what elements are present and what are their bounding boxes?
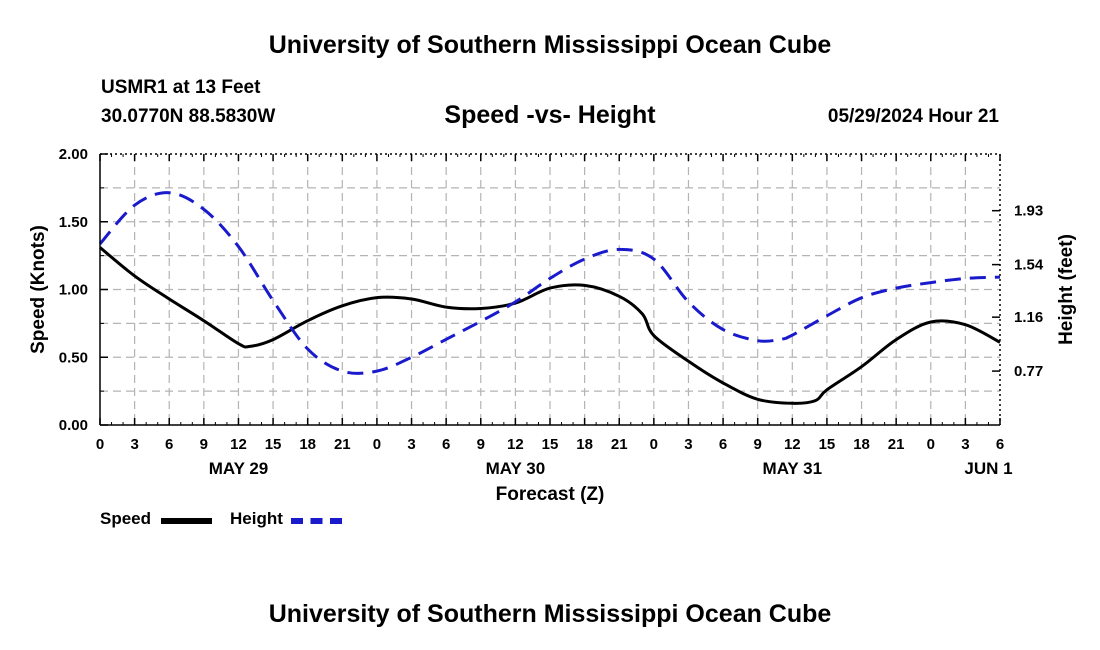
series-lines [98, 191, 1001, 405]
y-tick-label: 1.50 [59, 214, 88, 231]
series-line-speed [99, 246, 1001, 405]
x-tick-label: 18 [853, 436, 870, 453]
station-coordinates: 30.0770N 88.5830W [101, 106, 276, 127]
x-tick-label: 12 [784, 436, 801, 453]
x-tick-label: 21 [611, 436, 628, 453]
x-tick-label: 6 [996, 436, 1004, 453]
x-tick-label: 0 [96, 436, 104, 453]
y2-axis-title: Height (feet) [1056, 234, 1077, 345]
x-tick-label: 6 [165, 436, 173, 453]
series-line-height [98, 191, 1001, 375]
x-tick-label: 3 [407, 436, 415, 453]
x-tick-label: 12 [507, 436, 524, 453]
station-label: USMR1 at 13 Feet [101, 77, 261, 98]
y2-tick-label: 1.93 [1014, 203, 1043, 220]
x-tick-label: 15 [542, 436, 559, 453]
x-tick-label: 9 [754, 436, 762, 453]
x-axis-title: Forecast (Z) [496, 484, 605, 505]
legend-speed-swatch [161, 518, 212, 524]
y2-tick-label: 0.77 [1014, 363, 1043, 380]
y2-tick-label: 1.54 [1014, 257, 1044, 274]
x-tick-label: 15 [819, 436, 836, 453]
x-date-label: MAY 29 [209, 459, 269, 478]
legend-speed-label: Speed [100, 509, 152, 528]
x-tick-label: 0 [927, 436, 935, 453]
y-tick-label: 2.00 [59, 146, 88, 163]
x-tick-label: 3 [130, 436, 138, 453]
y-tick-label: 0.00 [59, 417, 88, 434]
y2-tick-label: 1.16 [1014, 309, 1043, 326]
x-tick-label: 3 [684, 436, 692, 453]
y-tick-label: 0.50 [59, 349, 88, 366]
x-tick-label: 3 [961, 436, 969, 453]
y-tick-label: 1.00 [59, 282, 88, 299]
axes: 0 3 6 9 12 15 18 21 0 3 6 9 12 15 18 21 0 3 6 9 12 15 18 21 0 3 6 M… [28, 146, 1077, 505]
legend-height-swatch [291, 518, 342, 524]
x-date-label: MAY 30 [486, 459, 546, 478]
x-tick-label: 6 [719, 436, 727, 453]
chart-title: University of Southern Mississippi Ocean… [268, 31, 832, 59]
x-tick-label: 12 [230, 436, 247, 453]
grid-lines [100, 154, 1000, 425]
chart-subtitle: Speed -vs- Height [444, 101, 656, 129]
x-date-label: MAY 31 [763, 459, 823, 478]
x-tick-label: 21 [334, 436, 351, 453]
x-tick-label: 21 [888, 436, 905, 453]
x-tick-label: 6 [442, 436, 450, 453]
x-tick-label: 0 [373, 436, 381, 453]
x-tick-label: 0 [650, 436, 658, 453]
x-tick-label: 18 [576, 436, 593, 453]
legend-height-label: Height [230, 509, 283, 528]
forecast-datestamp: 05/29/2024 Hour 21 [827, 106, 999, 127]
x-tick-label: 9 [477, 436, 485, 453]
x-date-label: JUN 1 [964, 459, 1012, 478]
footer-title: University of Southern Mississippi Ocean… [268, 600, 832, 628]
y-axis-title: Speed (Knots) [28, 225, 49, 354]
x-tick-label: 9 [200, 436, 208, 453]
x-tick-label: 15 [265, 436, 282, 453]
x-tick-label: 18 [299, 436, 316, 453]
